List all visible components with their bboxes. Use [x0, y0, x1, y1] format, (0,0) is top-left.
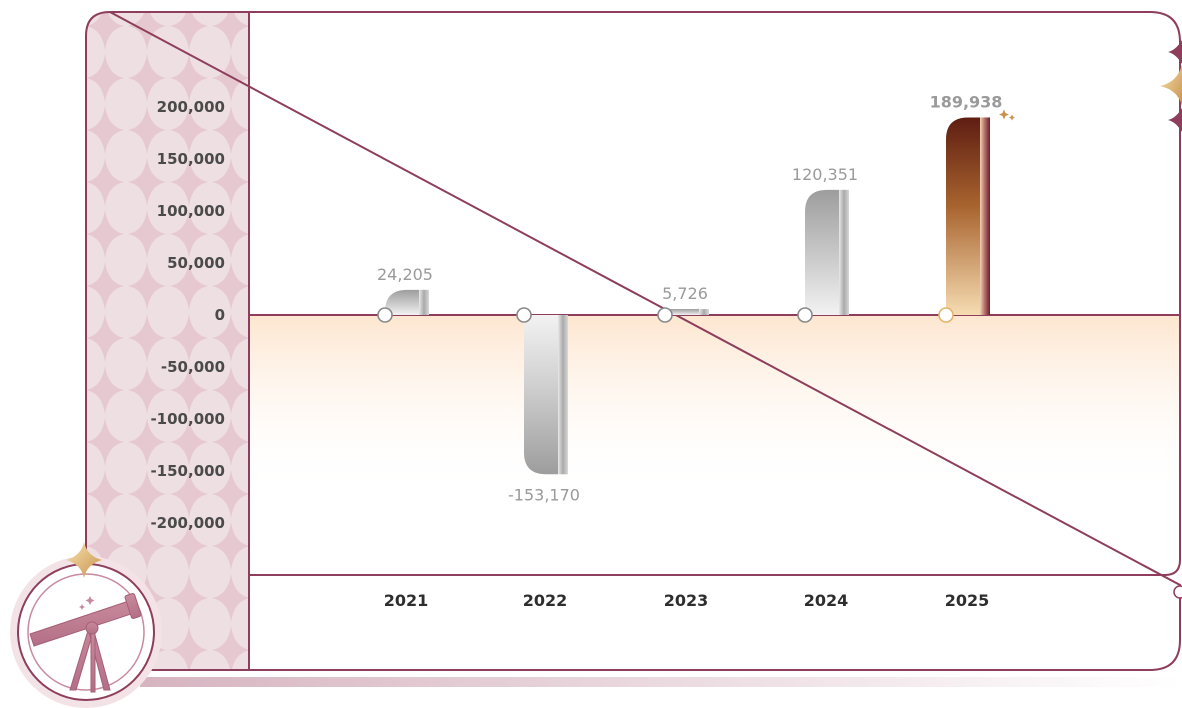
bar — [524, 315, 558, 475]
sparkle-icon — [85, 596, 95, 605]
x-tick-label: 2023 — [664, 591, 709, 610]
x-axis: 2021 2022 2023 2024 2025 — [384, 591, 990, 610]
y-tick-label: -100,000 — [150, 410, 225, 428]
gold-star-icon — [66, 542, 102, 578]
x-tick-label: 2024 — [804, 591, 849, 610]
bar — [385, 289, 419, 315]
bottom-strip — [140, 677, 1180, 687]
bar — [665, 309, 699, 315]
bar-edge — [558, 315, 568, 475]
x-tick-label: 2025 — [945, 591, 990, 610]
right-gold-star-icon — [1160, 64, 1182, 106]
y-tick-label: -150,000 — [150, 462, 225, 480]
right-star-bottom-icon — [1168, 108, 1182, 132]
baseline-marker — [938, 307, 954, 323]
bar — [805, 189, 839, 315]
sparkle-small-icon — [79, 604, 85, 610]
baseline-marker — [516, 307, 532, 323]
sparkle-icon — [999, 109, 1009, 120]
y-tick-label: 150,000 — [157, 150, 225, 168]
y-axis: 200,000 150,000 100,000 50,000 0 -50,000 -100,… — [150, 98, 225, 532]
right-star-top-icon — [1168, 40, 1182, 64]
baseline-marker — [657, 307, 673, 323]
frame-knob — [1173, 585, 1182, 599]
sparkle-small-icon — [1009, 114, 1015, 121]
data-label: 5,726 — [662, 284, 708, 303]
bar-edge — [419, 289, 429, 315]
telescope-badge — [10, 542, 162, 708]
data-label: 24,205 — [377, 265, 433, 284]
data-label: -153,170 — [508, 485, 580, 504]
baseline-marker — [797, 307, 813, 323]
telescope-icon — [29, 593, 142, 693]
y-tick-label: 50,000 — [167, 254, 225, 272]
bars-group: 24,205 -153,170 5,726 120,351 189,938 — [377, 92, 1015, 504]
data-label: 120,351 — [792, 165, 858, 184]
y-tick-label: 0 — [215, 306, 225, 324]
x-tick-label: 2021 — [384, 591, 429, 610]
bar-edge — [839, 189, 849, 315]
negative-zone — [249, 315, 1180, 495]
x-tick-label: 2022 — [523, 591, 568, 610]
y-tick-label: 200,000 — [157, 98, 225, 116]
y-tick-label: 100,000 — [157, 202, 225, 220]
y-tick-label: -50,000 — [161, 358, 225, 376]
bar-edge — [980, 117, 990, 315]
axis-sidebar — [86, 12, 249, 670]
data-label: 189,938 — [930, 92, 1003, 111]
bar — [946, 117, 980, 315]
y-tick-label: -200,000 — [150, 514, 225, 532]
bar-edge — [699, 309, 709, 315]
baseline-marker — [377, 307, 393, 323]
